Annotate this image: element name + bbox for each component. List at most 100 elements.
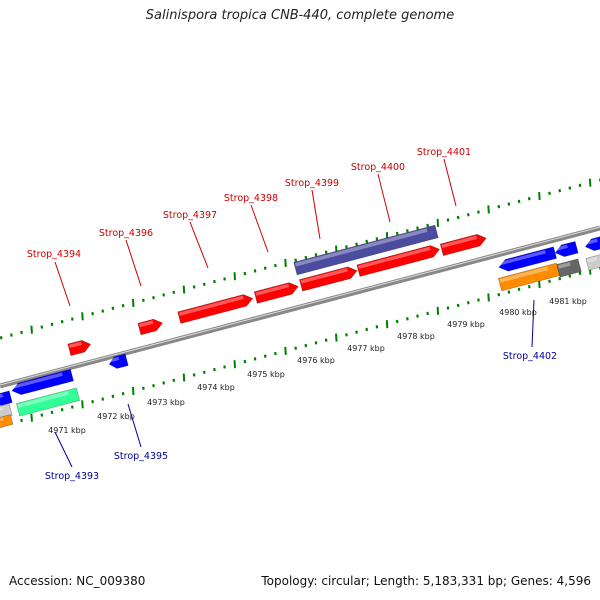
ruler-tick xyxy=(172,290,176,294)
ruler-tick xyxy=(416,226,419,230)
gene-label-strop_4398: Strop_4398 xyxy=(224,193,278,204)
ruler-tick xyxy=(243,271,247,276)
kbp-label: 4978 kbp xyxy=(397,332,435,341)
kbp-label: 4981 kbp xyxy=(549,297,587,306)
ruler-tick xyxy=(375,237,379,241)
ruler-tick xyxy=(294,346,298,350)
kbp-label: 4973 kbp xyxy=(147,398,185,407)
ruler-tick xyxy=(91,311,94,316)
ruler-tick xyxy=(456,303,460,308)
gene-label-strop_4401-leader xyxy=(443,158,457,207)
ruler-tick xyxy=(70,405,74,409)
ruler-tick xyxy=(497,205,501,209)
ruler-tick xyxy=(517,199,521,204)
ruler-tick xyxy=(345,333,348,337)
ruler-tick xyxy=(365,239,369,244)
gene-label-strop_4396: Strop_4396 xyxy=(99,228,153,239)
gene-label-strop_4398-leader xyxy=(250,204,269,253)
ruler-tick xyxy=(20,418,23,423)
ruler-ticks xyxy=(0,178,600,428)
ruler-tick xyxy=(538,279,541,289)
ruler-tick xyxy=(466,301,470,305)
kbp-label: 4972 kbp xyxy=(97,412,135,421)
ruler-tick xyxy=(101,397,105,401)
gene-label-strop_4397: Strop_4397 xyxy=(163,210,217,221)
misc-feature-bar xyxy=(293,224,439,276)
fwd-arrow-4394 xyxy=(67,340,92,356)
ruler-tick xyxy=(162,293,166,297)
ruler-tick xyxy=(233,272,237,281)
ruler-tick xyxy=(253,269,257,273)
ruler-tick xyxy=(142,386,145,390)
rev-arrow-left xyxy=(0,390,13,406)
ruler-tick xyxy=(213,279,216,284)
ruler-tick xyxy=(558,277,562,281)
ruler-tick xyxy=(578,271,582,276)
gene-label-strop_4395-leader xyxy=(127,403,142,448)
ruler-tick xyxy=(355,242,358,246)
gene-label-strop_4394: Strop_4394 xyxy=(27,249,81,260)
gray-feature xyxy=(556,258,582,278)
gene-features xyxy=(0,224,600,430)
ruler-tick xyxy=(385,320,389,329)
kbp-label: 4979 kbp xyxy=(447,320,485,329)
ruler-tick xyxy=(548,279,551,284)
gene-label-strop_4393: Strop_4393 xyxy=(45,471,99,482)
ruler-tick xyxy=(243,359,247,364)
ruler-tick xyxy=(274,263,277,268)
ruler-tick xyxy=(517,287,521,292)
ruler-tick xyxy=(40,413,44,417)
gene-labels: Strop_4394 Strop_4396 Strop_4397 Strop_4398… xyxy=(27,147,557,482)
ruler-tick xyxy=(507,290,511,294)
ruler-tick xyxy=(527,285,531,289)
fwd-arrow-4397 xyxy=(177,294,254,324)
teal-feature xyxy=(16,387,80,417)
ruler-tick xyxy=(568,186,572,190)
gene-label-strop_4395: Strop_4395 xyxy=(114,451,168,462)
ruler-tick xyxy=(345,245,348,249)
ruler-tick xyxy=(477,298,480,302)
ruler-tick xyxy=(335,333,338,342)
ruler-tick xyxy=(456,215,460,220)
backbone-highlight xyxy=(0,226,600,386)
ruler-tick xyxy=(50,322,54,327)
label-leaders xyxy=(54,158,535,468)
fwd-arrow-4400 xyxy=(356,245,441,277)
ruler-tick xyxy=(20,330,23,335)
gene-label-strop_4400: Strop_4400 xyxy=(351,162,405,173)
ruler-tick xyxy=(70,317,74,321)
rev-arrow-right-b xyxy=(584,235,600,251)
ruler-tick xyxy=(152,383,155,388)
ruler-tick xyxy=(497,293,501,297)
ruler-tick xyxy=(507,202,511,206)
ruler-tick xyxy=(131,386,135,396)
genome-summary: Topology: circular; Length: 5,183,331 bp… xyxy=(261,574,591,588)
ruler-row-lower xyxy=(0,266,600,428)
ruler-tick xyxy=(121,391,125,396)
ruler-tick xyxy=(202,370,206,374)
ruler-tick xyxy=(284,258,287,267)
ruler-tick xyxy=(182,373,186,382)
ruler-tick xyxy=(406,229,409,233)
ruler-tick xyxy=(192,285,196,289)
ruler-tick xyxy=(527,197,531,201)
ruler-tick xyxy=(263,266,267,270)
ruler-tick xyxy=(131,298,135,308)
rev-arrow-right-a xyxy=(554,241,579,257)
ruler-tick xyxy=(304,343,308,348)
ruler-tick xyxy=(538,191,541,201)
ruler-tick xyxy=(314,253,318,257)
orange-feature-left xyxy=(0,414,14,430)
rev-arrow-4402 xyxy=(498,246,557,272)
ruler-tick xyxy=(304,255,308,260)
ruler-tick xyxy=(10,333,13,337)
ruler-tick xyxy=(466,213,470,217)
fwd-arrow-4398 xyxy=(253,282,299,304)
ruler-tick xyxy=(355,330,358,334)
gene-label-strop_4394-leader xyxy=(54,261,71,307)
ruler-tick xyxy=(416,314,419,318)
ruler-tick xyxy=(578,183,582,188)
kbp-label: 4971 kbp xyxy=(48,426,86,435)
ruler-tick xyxy=(60,320,64,324)
